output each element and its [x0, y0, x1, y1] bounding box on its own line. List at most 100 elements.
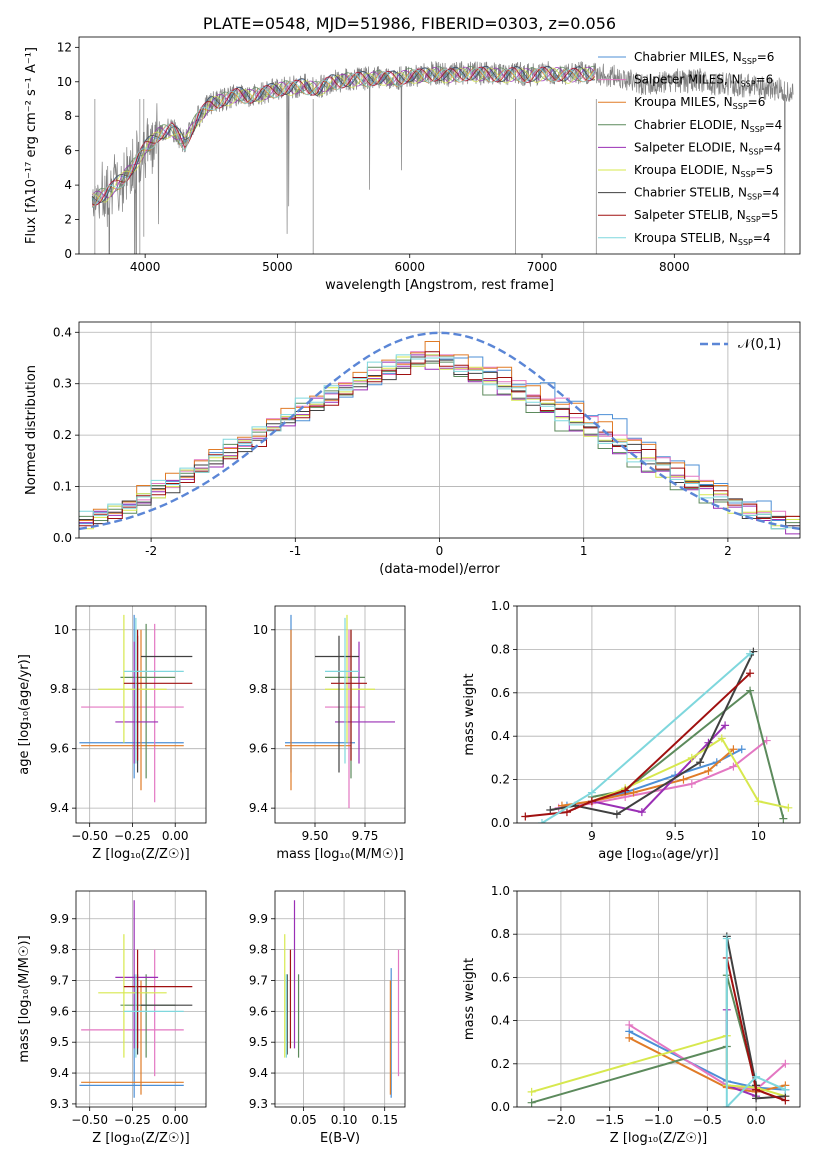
x-tick-label: −2.0	[546, 1113, 575, 1127]
weight-line	[628, 1024, 787, 1091]
weight-marker	[587, 797, 596, 806]
y-tick-label: 9.6	[50, 1004, 69, 1018]
y-tick-label: 0.0	[491, 1100, 510, 1114]
x-tick-label: 0.10	[331, 1113, 358, 1127]
x-tick-label: −0.25	[114, 1113, 151, 1127]
x-tick-label: −1.5	[595, 1113, 624, 1127]
axes-frame	[516, 890, 801, 1108]
weight-marker	[625, 1020, 634, 1029]
weight-marker	[687, 779, 696, 788]
x-tick-label: 9.50	[302, 829, 329, 843]
y-tick-label: 0.8	[491, 927, 510, 941]
y-tick-label: 0.0	[491, 816, 510, 830]
x-tick-label: −0.50	[71, 829, 108, 843]
legend-label: Kroupa ELODIE, NSSP=5	[634, 163, 773, 179]
y-tick-label: 9.7	[249, 973, 268, 987]
y-tick-label: 0.4	[53, 325, 72, 339]
x-tick-label: 9	[588, 829, 596, 843]
y-tick-label: 9.8	[50, 943, 69, 957]
axes-frame	[78, 36, 801, 255]
figure-title: PLATE=0548, MJD=51986, FIBERID=0303, z=0…	[202, 14, 617, 33]
age_vs_Z-axes: −0.50 −0.25 0.00 9.4 9.6 9.8 10 Z [log₁₀(Z/Z☉)]…	[17, 605, 207, 862]
x-tick-label: 1	[580, 544, 588, 558]
y-tick-label: 9.7	[50, 973, 69, 987]
x-tick-label: −0.50	[71, 1113, 108, 1127]
histogram-step-line	[79, 341, 800, 521]
weight-marker	[746, 686, 755, 695]
age_vs_Z-plot	[79, 614, 193, 803]
y-tick-label: 10	[54, 623, 69, 637]
model-fit-line	[91, 65, 595, 203]
y-tick-label: 0.2	[53, 428, 72, 442]
weight-marker	[784, 803, 793, 812]
weight-marker	[612, 810, 621, 819]
weight-marker	[781, 1096, 790, 1105]
x-tick-label: 0	[436, 544, 444, 558]
weight-marker	[521, 812, 530, 821]
legend-label: Kroupa STELIB, NSSP=4	[634, 231, 771, 247]
y-tick-label: 0.0	[53, 531, 72, 545]
y-axis-label: Normed distribution	[24, 365, 39, 495]
y-tick-label: 9.6	[50, 742, 69, 756]
y-tick-label: 9.4	[249, 801, 268, 815]
weight_vs_Z-plot	[527, 932, 790, 1107]
y-axis-label: age [log₁₀(age/yr)]	[17, 654, 32, 775]
y-tick-label: 10	[253, 623, 268, 637]
x-axis-label: Z [log₁₀(Z/Z☉)]	[92, 847, 189, 862]
y-axis-label: mass weight	[462, 958, 477, 1040]
weight-marker	[752, 1072, 761, 1081]
y-tick-label: 0.3	[53, 377, 72, 391]
y-tick-label: 9.4	[50, 1066, 69, 1080]
weight-marker	[537, 819, 546, 823]
weight-marker	[704, 766, 713, 775]
axes-frame	[78, 321, 801, 539]
weight-marker	[629, 788, 638, 797]
x-tick-label: 0.00	[162, 1113, 189, 1127]
mass_vs_Z-plot	[79, 900, 193, 1098]
x-axis-label: mass [log₁₀(M/M☉)]	[276, 847, 403, 862]
y-tick-label: 9.8	[249, 943, 268, 957]
legend-label: Chabrier STELIB, NSSP=4	[634, 186, 780, 202]
y-axis-label: mass [log₁₀(M/M☉)]	[17, 935, 32, 1062]
x-tick-label: 4000	[130, 260, 161, 274]
x-tick-label: −0.25	[114, 829, 151, 843]
legend-label: Salpeter MILES, NSSP=6	[634, 73, 773, 89]
y-tick-label: 9.4	[249, 1066, 268, 1080]
weight-marker	[696, 758, 705, 767]
x-tick-label: 9.75	[352, 829, 379, 843]
y-tick-label: 8	[64, 109, 72, 123]
age_vs_mass-axes: 9.50 9.75 9.4 9.6 9.8 10 mass [log₁₀(M/M☉)]	[249, 605, 406, 862]
x-tick-label: 0.15	[371, 1113, 398, 1127]
y-tick-label: 0.1	[53, 480, 72, 494]
y-tick-label: 9.5	[50, 1035, 69, 1049]
mass_vs_ebv-plot	[284, 900, 400, 1098]
x-tick-label: 0.00	[162, 829, 189, 843]
spectrum-axes: 4000 5000 6000 7000 8000 0 2 4 6 8 10 12 wavelength …	[24, 36, 801, 293]
weight-line	[561, 748, 735, 807]
x-tick-label: -2	[145, 544, 157, 558]
y-tick-label: 0.8	[491, 642, 510, 656]
x-tick-label: 0.0	[747, 1113, 766, 1127]
y-tick-label: 12	[57, 40, 72, 54]
y-tick-label: 0.2	[491, 773, 510, 787]
y-tick-label: 2	[64, 213, 72, 227]
weight-marker	[722, 934, 731, 943]
model-fit-line	[92, 67, 596, 203]
weight-line	[725, 938, 786, 1107]
weight-marker	[722, 1103, 731, 1107]
y-tick-label: 0.2	[491, 1057, 510, 1071]
y-axis-label: Flux [fλ10⁻¹⁷ erg cm⁻² s⁻¹ A⁻¹]	[24, 47, 39, 244]
axes-frame	[75, 890, 207, 1108]
axes-frame	[75, 605, 207, 824]
weight-marker	[729, 745, 738, 754]
histogram-step-line	[79, 351, 800, 527]
x-tick-label: -1	[289, 544, 301, 558]
weight-marker	[779, 814, 788, 823]
x-tick-label: 7000	[527, 260, 558, 274]
age_vs_mass-plot	[285, 614, 395, 809]
weight-marker	[754, 797, 763, 806]
weight-marker	[729, 762, 738, 771]
y-tick-label: 0	[64, 247, 72, 261]
